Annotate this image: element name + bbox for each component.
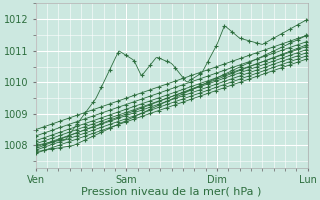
X-axis label: Pression niveau de la mer( hPa ): Pression niveau de la mer( hPa ) xyxy=(82,187,262,197)
